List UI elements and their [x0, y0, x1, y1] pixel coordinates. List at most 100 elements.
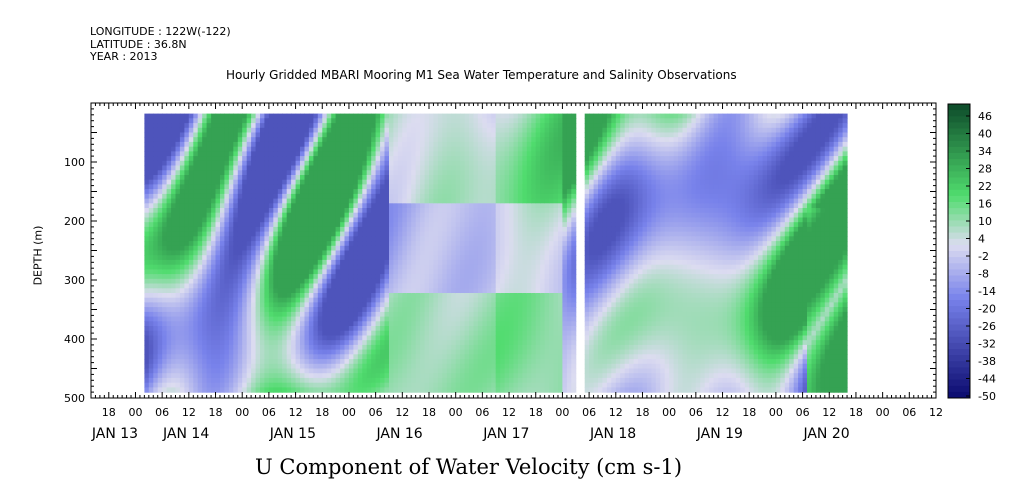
heatmap-cell [340, 198, 346, 204]
heatmap-cell [389, 241, 394, 247]
heatmap-cell [357, 222, 363, 228]
heatmap-cell [268, 113, 274, 119]
heatmap-cell [331, 236, 337, 242]
heatmap-cell [291, 137, 297, 143]
heatmap-cell [469, 293, 474, 299]
heatmap-cell [157, 377, 163, 384]
heatmap-cell [193, 354, 199, 360]
heatmap-cell [331, 118, 337, 124]
heatmap-cell [171, 335, 177, 341]
heatmap-cell [344, 217, 350, 223]
heatmap-cell [228, 293, 234, 299]
heatmap-cell [491, 137, 497, 143]
heatmap-cell [415, 269, 421, 275]
heatmap-cell [300, 269, 305, 275]
heatmap-cell [344, 359, 350, 365]
heatmap-cell [255, 208, 261, 214]
heatmap-cell [402, 198, 408, 204]
heatmap-cell [260, 340, 265, 346]
heatmap-cell [175, 175, 181, 181]
heatmap-cell [317, 321, 323, 327]
heatmap-cell [300, 146, 305, 152]
heatmap-cell [331, 344, 337, 351]
heatmap-cell [260, 274, 265, 280]
heatmap-cell [460, 368, 466, 374]
heatmap-cell [148, 127, 154, 134]
heatmap-cell [326, 293, 332, 299]
heatmap-cell [504, 222, 510, 228]
heatmap-cell [197, 373, 203, 379]
heatmap-cell [464, 208, 470, 214]
heatmap-cell [313, 146, 319, 152]
heatmap-cell [509, 208, 515, 214]
heatmap-cell [509, 212, 515, 218]
heatmap-cell [357, 236, 363, 242]
heatmap-cell [411, 123, 417, 129]
heatmap-cell [157, 146, 163, 152]
heatmap-cell [206, 231, 212, 237]
heatmap-cell [446, 222, 452, 228]
heatmap-cell [171, 330, 177, 336]
heatmap-cell [335, 359, 341, 365]
heatmap-cell [273, 156, 279, 162]
heatmap-cell [353, 123, 359, 129]
heatmap-cell [509, 193, 515, 200]
heatmap-cell [366, 288, 372, 294]
heatmap-cell [513, 368, 519, 374]
heatmap-cell [197, 382, 203, 388]
heatmap-cell [420, 141, 426, 148]
heatmap-cell [455, 359, 461, 365]
heatmap-cell [420, 137, 426, 143]
heatmap-cell [304, 208, 310, 214]
heatmap-cell [335, 293, 341, 299]
heatmap-cell [148, 307, 154, 313]
heatmap-cell [433, 359, 439, 365]
heatmap-cell [197, 127, 203, 134]
heatmap-cell [286, 330, 292, 336]
heatmap-cell [308, 354, 314, 360]
heatmap-cell [482, 311, 488, 318]
heatmap-cell [322, 316, 328, 322]
heatmap-cell [433, 226, 439, 233]
heatmap-cell [415, 293, 421, 299]
heatmap-cell [273, 250, 279, 256]
heatmap-cell [273, 382, 279, 388]
heatmap-cell [380, 123, 386, 129]
heatmap-cell [397, 241, 403, 247]
heatmap-cell [322, 311, 328, 318]
heatmap-cell [486, 278, 492, 285]
heatmap-cell [500, 245, 506, 252]
heatmap-cell [268, 382, 274, 388]
heatmap-cell [384, 335, 390, 341]
heatmap-cell [304, 377, 310, 384]
heatmap-cell [322, 193, 328, 200]
heatmap-cell [286, 354, 292, 360]
heatmap-cell [500, 349, 506, 355]
heatmap-cell [264, 326, 270, 332]
heatmap-cell [371, 354, 377, 360]
heatmap-cell [348, 193, 354, 200]
heatmap-cell [393, 321, 399, 327]
heatmap-cell [171, 236, 177, 242]
heatmap-cell [504, 160, 510, 167]
heatmap-cell [486, 236, 492, 242]
heatmap-cell [371, 193, 377, 200]
heatmap-cell [255, 217, 261, 223]
heatmap-cell [295, 184, 301, 190]
heatmap-cell [384, 198, 390, 204]
heatmap-cell [317, 264, 323, 270]
heatmap-cell [473, 222, 479, 228]
heatmap-cell [144, 113, 150, 119]
heatmap-cell [402, 179, 408, 185]
heatmap-cell [393, 382, 399, 388]
heatmap-cell [477, 307, 483, 313]
heatmap-cell [286, 170, 292, 176]
heatmap-cell [344, 208, 350, 214]
heatmap-cell [206, 118, 212, 124]
heatmap-cell [277, 288, 283, 294]
heatmap-cell [464, 354, 470, 360]
heatmap-cell [393, 165, 399, 171]
heatmap-cell [166, 236, 172, 242]
heatmap-cell [220, 151, 225, 157]
heatmap-cell [197, 269, 203, 275]
